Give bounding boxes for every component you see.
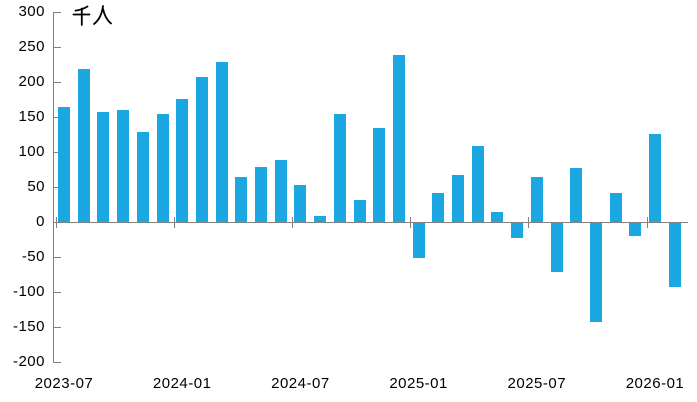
bar-2025-05 <box>491 212 504 222</box>
y-axis-label: 100 <box>18 143 45 160</box>
bar-2025-03 <box>452 175 464 222</box>
y-axis-label: 50 <box>27 178 45 195</box>
y-axis-tick <box>53 187 61 188</box>
y-axis-tick <box>53 222 61 223</box>
bar-2024-02 <box>195 77 208 222</box>
bar-2024-08 <box>314 215 327 222</box>
x-axis-zero-line <box>53 222 688 223</box>
x-axis-tick <box>55 217 57 228</box>
bar-2025-04 <box>471 145 484 222</box>
bar-2024-06 <box>274 160 287 222</box>
bar-2024-10 <box>353 199 366 222</box>
unit-label-text: 千人 <box>0 0 1 1</box>
bar-2026-02 <box>668 223 681 288</box>
x-axis-label: 2025-07 <box>507 375 567 392</box>
bar-2024-04 <box>235 176 248 222</box>
y-axis-tick <box>53 292 61 293</box>
x-axis-tick <box>410 217 412 228</box>
bar-2023-09 <box>97 112 110 222</box>
x-axis-label: 2024-07 <box>271 375 330 392</box>
x-axis-tick <box>291 217 293 228</box>
y-axis-label: -50 <box>21 248 45 265</box>
bar-2025-12 <box>629 223 642 237</box>
y-axis-label: -200 <box>12 353 45 370</box>
y-axis-tick <box>53 257 61 258</box>
bar-2023-12 <box>156 113 169 222</box>
x-axis-tick <box>173 217 175 228</box>
x-axis-label: 2023-07 <box>34 375 94 392</box>
bar-2025-07 <box>530 177 543 222</box>
y-axis-label: -100 <box>12 283 45 300</box>
y-axis-label: 300 <box>18 3 45 20</box>
y-axis-label: 250 <box>18 38 45 55</box>
bar-2025-08 <box>550 223 563 272</box>
y-axis-tick <box>53 82 61 83</box>
bar-2024-12 <box>392 55 405 222</box>
bar-2023-10 <box>117 110 130 222</box>
y-axis-label: 0 <box>36 213 45 230</box>
bar-2025-01 <box>412 223 425 258</box>
bar-2023-08 <box>77 69 90 222</box>
bar-2024-09 <box>333 113 346 222</box>
bar-2023-07 <box>58 107 70 222</box>
bar-2024-01 <box>176 98 189 222</box>
bar-2024-07 <box>294 184 307 222</box>
bar-2025-11 <box>609 193 622 222</box>
bar-2025-10 <box>589 223 602 323</box>
bar-2023-11 <box>136 132 149 222</box>
y-axis-label: -150 <box>12 318 45 335</box>
bar-2025-09 <box>570 168 583 222</box>
x-axis-label: 2024-01 <box>152 375 212 392</box>
bar-2024-11 <box>373 128 386 222</box>
x-axis-tick <box>528 217 530 228</box>
bar-2026-01 <box>649 133 661 222</box>
y-axis-tick <box>53 117 61 118</box>
bar-2024-03 <box>215 62 228 222</box>
y-axis-label: 200 <box>18 73 45 90</box>
x-axis-label: 2025-01 <box>389 375 448 392</box>
y-axis-tick <box>53 362 61 363</box>
y-axis-tick <box>53 12 61 13</box>
y-axis-tick <box>53 47 61 48</box>
bar-2025-02 <box>432 192 445 222</box>
bar-2024-05 <box>255 166 267 222</box>
x-axis-label: 2026-01 <box>625 375 685 392</box>
unit-label <box>72 5 112 26</box>
y-axis-tick <box>53 152 61 153</box>
y-axis-label: 150 <box>18 108 45 125</box>
bar-2025-06 <box>511 223 524 238</box>
y-axis-tick <box>53 327 61 328</box>
x-axis-tick <box>646 217 648 228</box>
